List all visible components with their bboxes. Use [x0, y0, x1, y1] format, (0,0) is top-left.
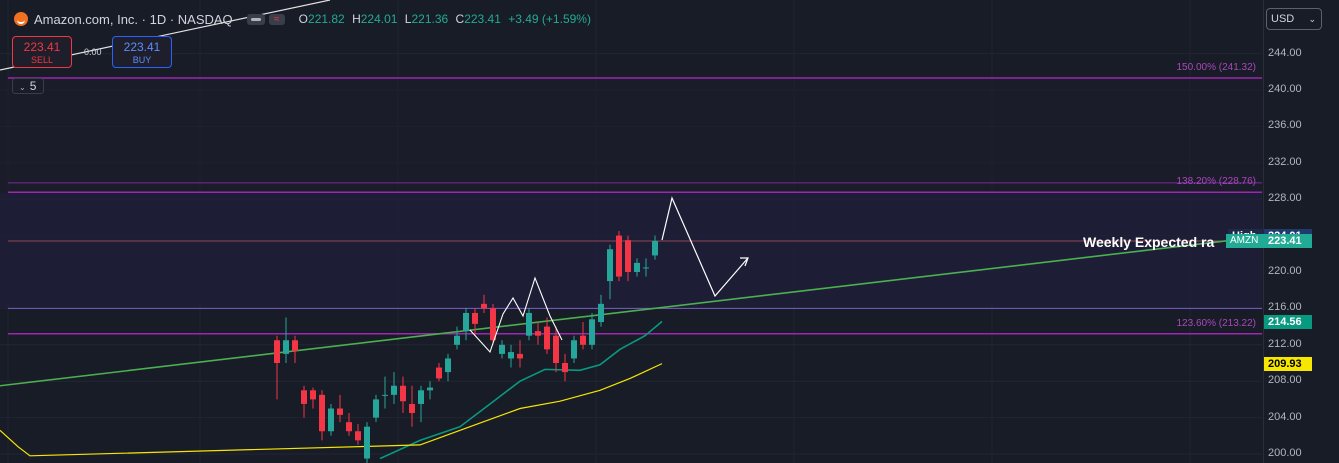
- candle-body: [373, 399, 379, 418]
- candle-body: [301, 390, 307, 404]
- sell-label: SELL: [30, 55, 54, 65]
- candle-body: [616, 235, 622, 277]
- currency-select[interactable]: USD ⌄: [1266, 8, 1322, 30]
- candle-body: [427, 387, 433, 391]
- candle-body: [634, 262, 640, 272]
- candle-body: [382, 394, 388, 396]
- visibility-toggle-icon[interactable]: [246, 13, 265, 25]
- projection-path-past: [469, 276, 563, 354]
- projection-path: [661, 196, 749, 298]
- weekly-expected-range-label[interactable]: Weekly Expected ra: [1083, 234, 1215, 250]
- candle-body: [274, 340, 280, 363]
- spread-value: 0.00: [84, 47, 102, 57]
- price-tick-label: 232.00: [1268, 155, 1302, 168]
- symbol-title[interactable]: Amazon.com, Inc. · 1D · NASDAQ: [34, 11, 233, 27]
- ma-fast-tag: 214.56: [1264, 314, 1312, 329]
- candle-body: [598, 303, 604, 323]
- candle-body: [328, 408, 334, 432]
- price-tick-label: 200.00: [1268, 447, 1302, 459]
- candle-body: [418, 390, 424, 404]
- candle-body: [526, 312, 532, 336]
- support-trendline: [0, 239, 1233, 387]
- candle-body: [481, 303, 487, 309]
- price-tick-label: 236.00: [1268, 119, 1302, 132]
- sell-button[interactable]: 223.41 SELL: [12, 36, 72, 68]
- candle-body: [337, 408, 343, 415]
- price-tick-label: 244.00: [1268, 46, 1302, 59]
- symbol-legend: Amazon.com, Inc. · 1D · NASDAQ ≈ O221.82…: [14, 10, 595, 28]
- candle-body: [436, 367, 442, 379]
- candle-body: [589, 319, 595, 345]
- ticker-tag: AMZN: [1226, 233, 1264, 248]
- chevron-down-icon: ⌄: [1308, 14, 1316, 24]
- buy-button[interactable]: 223.41 BUY: [112, 36, 172, 68]
- fib-level-label: 123.60% (213.22): [1176, 317, 1256, 329]
- price-tick-label: 240.00: [1268, 83, 1302, 95]
- fib-zone: [0, 77, 1262, 193]
- candle-body: [409, 403, 415, 414]
- candle-body: [607, 249, 613, 282]
- candle-body: [472, 312, 478, 324]
- price-tick-label: 208.00: [1268, 374, 1302, 387]
- chart-style-icon[interactable]: ≈: [268, 13, 285, 25]
- ma-slow-line: [0, 363, 663, 457]
- candle-body: [283, 340, 289, 354]
- last-price-tag: 223.41: [1264, 233, 1312, 248]
- ohlc-values: O221.82 H224.01 L221.36 C223.41 +3.49 (+…: [298, 12, 591, 26]
- change-value: +3.49 (+1.59%): [508, 12, 591, 26]
- candle-body: [355, 431, 361, 441]
- fib-level-label: 138.20% (228.76): [1176, 176, 1256, 188]
- candle-body: [445, 358, 451, 373]
- candle-body: [562, 363, 568, 373]
- candle-body: [508, 352, 514, 359]
- currency-value: USD: [1271, 13, 1295, 25]
- price-tick-label: 204.00: [1268, 410, 1302, 423]
- price-tick-label: 216.00: [1268, 301, 1302, 314]
- candle-body: [652, 240, 658, 256]
- candle-body: [346, 422, 352, 432]
- candle-body: [391, 385, 397, 395]
- candle-body: [319, 394, 325, 432]
- candle-body: [292, 340, 298, 352]
- price-tick-label: 228.00: [1268, 192, 1302, 205]
- candle-body: [490, 308, 496, 341]
- candle-body: [571, 340, 577, 359]
- indicator-count: 5: [29, 79, 37, 93]
- candle-body: [643, 267, 649, 269]
- projection-arrowhead: [740, 257, 749, 267]
- candle-body: [400, 385, 406, 402]
- amazon-logo-icon: [14, 12, 28, 26]
- ma-slow-tag: 209.93: [1264, 356, 1312, 371]
- candle-body: [517, 353, 523, 359]
- candle-body: [499, 344, 505, 354]
- chevron-down-icon: ⌄: [19, 83, 26, 92]
- candle-body: [625, 240, 631, 272]
- buy-label: BUY: [132, 55, 152, 65]
- candle-body: [535, 331, 541, 336]
- candle-body: [580, 335, 586, 345]
- sell-price: 223.41: [23, 40, 61, 54]
- candle-body: [310, 390, 316, 400]
- buy-price: 223.41: [123, 40, 161, 54]
- indicators-toggle-button[interactable]: ⌄ 5: [12, 78, 44, 94]
- candle-body: [463, 312, 469, 332]
- candle-body: [553, 335, 559, 363]
- ma-fast-line: [379, 320, 663, 460]
- candle-body: [454, 335, 460, 345]
- price-tick-label: 220.00: [1268, 265, 1302, 277]
- fib-level-label: 150.00% (241.32): [1176, 61, 1256, 73]
- candle-body: [544, 326, 550, 350]
- price-tick-label: 212.00: [1268, 337, 1302, 350]
- candle-body: [364, 426, 370, 459]
